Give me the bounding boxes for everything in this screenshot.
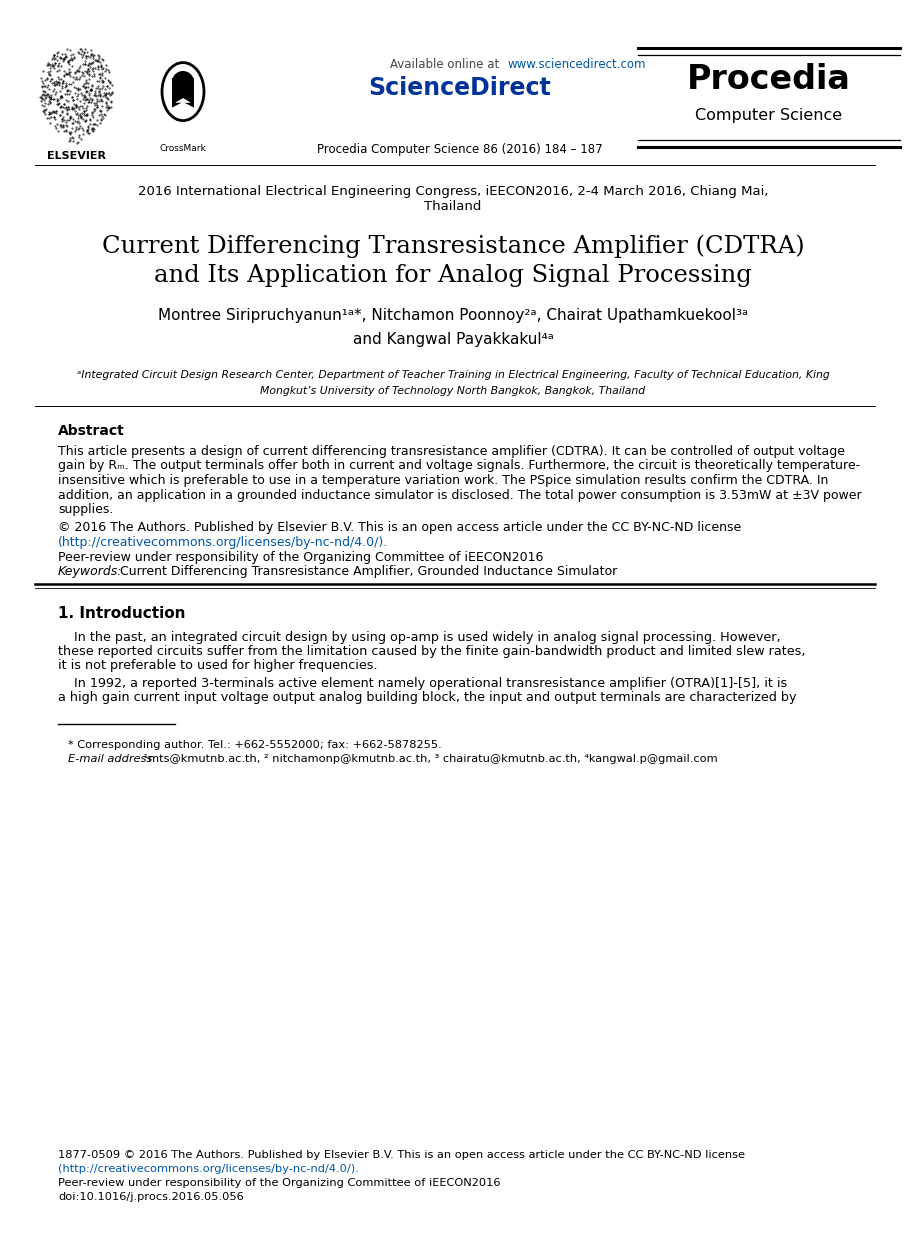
Text: insensitive which is preferable to use in a temperature variation work. The PSpi: insensitive which is preferable to use i… — [58, 474, 828, 487]
Text: Peer-review under responsibility of the Organizing Committee of iEECON2016: Peer-review under responsibility of the … — [58, 1179, 501, 1188]
Text: Peer-review under responsibility of the Organizing Committee of iEECON2016: Peer-review under responsibility of the … — [58, 551, 543, 563]
Text: Available online at: Available online at — [390, 58, 503, 71]
Text: ScienceDirect: ScienceDirect — [368, 76, 551, 100]
Text: © 2016 The Authors. Published by Elsevier B.V. This is an open access article un: © 2016 The Authors. Published by Elsevie… — [58, 521, 741, 535]
Polygon shape — [175, 98, 191, 103]
Text: Computer Science: Computer Science — [696, 108, 843, 123]
Text: E-mail address:: E-mail address: — [68, 754, 156, 764]
Text: (http://creativecommons.org/licenses/by-nc-nd/4.0/).: (http://creativecommons.org/licenses/by-… — [58, 536, 388, 548]
Text: 1. Introduction: 1. Introduction — [58, 605, 186, 620]
Text: it is not preferable to used for higher frequencies.: it is not preferable to used for higher … — [58, 660, 377, 672]
Text: Keywords:: Keywords: — [58, 566, 122, 578]
Text: * Corresponding author. Tel.: +662-5552000; fax: +662-5878255.: * Corresponding author. Tel.: +662-55520… — [68, 739, 442, 749]
Text: Mongkut’s University of Technology North Bangkok, Bangkok, Thailand: Mongkut’s University of Technology North… — [260, 386, 646, 396]
Text: supplies.: supplies. — [58, 503, 113, 516]
Text: and Its Application for Analog Signal Processing: and Its Application for Analog Signal Pr… — [154, 264, 752, 287]
Text: Current Differencing Transresistance Amplifier (CDTRA): Current Differencing Transresistance Amp… — [102, 234, 805, 258]
Text: www.sciencedirect.com: www.sciencedirect.com — [507, 58, 646, 71]
Text: Current Differencing Transresistance Amplifier, Grounded Inductance Simulator: Current Differencing Transresistance Amp… — [116, 566, 618, 578]
Ellipse shape — [172, 71, 194, 93]
Text: these reported circuits suffer from the limitation caused by the finite gain-ban: these reported circuits suffer from the … — [58, 645, 805, 659]
Text: In 1992, a reported 3-terminals active element namely operational transresistanc: In 1992, a reported 3-terminals active e… — [58, 677, 787, 691]
Text: and Kangwal Payakkakul⁴ᵃ: and Kangwal Payakkakul⁴ᵃ — [353, 332, 553, 347]
Text: In the past, an integrated circuit design by using op-amp is used widely in anal: In the past, an integrated circuit desig… — [58, 631, 781, 645]
Ellipse shape — [162, 63, 204, 120]
Text: addition, an application in a grounded inductance simulator is disclosed. The to: addition, an application in a grounded i… — [58, 489, 862, 501]
Text: CrossMark: CrossMark — [160, 144, 207, 154]
Text: ᵃIntegrated Circuit Design Research Center, Department of Teacher Training in El: ᵃIntegrated Circuit Design Research Cent… — [76, 370, 829, 380]
Text: 2016 International Electrical Engineering Congress, iEECON2016, 2-4 March 2016, : 2016 International Electrical Engineerin… — [138, 184, 768, 213]
Text: (http://creativecommons.org/licenses/by-nc-nd/4.0/).: (http://creativecommons.org/licenses/by-… — [58, 1164, 359, 1174]
Text: Procedia Computer Science 86 (2016) 184 – 187: Procedia Computer Science 86 (2016) 184 … — [317, 144, 603, 156]
Text: Abstract: Abstract — [58, 423, 125, 438]
Text: a high gain current input voltage output analog building block, the input and ou: a high gain current input voltage output… — [58, 692, 796, 704]
Text: Montree Siripruchyanun¹ᵃ*, Nitchamon Poonnoy²ᵃ, Chairat Upathamkuekool³ᵃ: Montree Siripruchyanun¹ᵃ*, Nitchamon Poo… — [158, 308, 748, 323]
Polygon shape — [172, 78, 194, 108]
Text: Procedia: Procedia — [688, 63, 851, 97]
Text: This article presents a design of current differencing transresistance amplifier: This article presents a design of curren… — [58, 444, 845, 458]
Text: ELSEVIER: ELSEVIER — [46, 151, 105, 161]
Text: doi:10.1016/j.procs.2016.05.056: doi:10.1016/j.procs.2016.05.056 — [58, 1192, 244, 1202]
Text: 1877-0509 © 2016 The Authors. Published by Elsevier B.V. This is an open access : 1877-0509 © 2016 The Authors. Published … — [58, 1150, 745, 1160]
Text: gain by Rₘ. The output terminals offer both in current and voltage signals. Furt: gain by Rₘ. The output terminals offer b… — [58, 459, 860, 473]
Text: ¹mts@kmutnb.ac.th, ² nitchamonp@kmutnb.ac.th, ³ chairatu@kmutnb.ac.th, ⁴kangwal.: ¹mts@kmutnb.ac.th, ² nitchamonp@kmutnb.a… — [140, 754, 717, 764]
